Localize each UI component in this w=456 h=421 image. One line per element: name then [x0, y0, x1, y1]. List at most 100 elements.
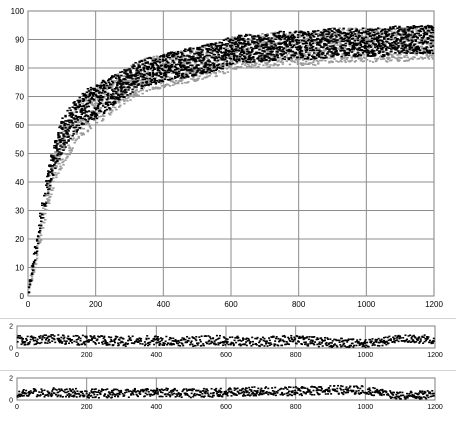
point-black	[282, 41, 285, 44]
point-grey	[292, 56, 296, 59]
point-black	[385, 47, 388, 50]
point-black	[215, 48, 218, 50]
point-grey	[59, 165, 62, 168]
point-black	[379, 51, 382, 53]
point-black	[205, 70, 208, 73]
point-grey	[62, 130, 65, 133]
point-grey	[160, 77, 164, 79]
point-black	[126, 69, 129, 71]
point-black	[403, 41, 406, 43]
point-black	[377, 42, 381, 45]
point-black	[63, 141, 66, 144]
point-grey	[330, 56, 333, 59]
point-black	[403, 43, 406, 46]
point-grey	[226, 71, 230, 73]
point-black	[140, 60, 143, 63]
point-grey	[75, 133, 78, 135]
point-grey	[142, 87, 145, 89]
point-black	[228, 41, 232, 43]
point-black	[417, 47, 420, 49]
point-black	[221, 43, 225, 46]
point-grey	[118, 99, 121, 102]
point-grey	[129, 99, 132, 101]
point-grey	[410, 38, 413, 40]
point-grey	[304, 39, 308, 42]
point-grey	[286, 46, 290, 49]
point-grey	[408, 58, 411, 60]
point-black	[372, 43, 376, 45]
point-black	[249, 56, 252, 59]
point-black	[93, 114, 97, 116]
point-grey	[274, 63, 277, 66]
point-black	[144, 84, 147, 86]
point-black	[397, 50, 400, 52]
point-grey	[147, 81, 150, 83]
point-grey	[97, 112, 101, 114]
point-grey	[370, 33, 374, 35]
point-black	[78, 99, 81, 102]
point-black	[66, 133, 69, 135]
point-grey	[29, 274, 33, 277]
point-black	[257, 42, 260, 45]
point-black	[119, 86, 122, 88]
point-black	[337, 28, 340, 31]
point-grey	[291, 53, 295, 56]
point-grey	[124, 75, 127, 77]
point	[51, 337, 54, 339]
point-black	[126, 83, 129, 85]
point-black	[272, 46, 275, 49]
point-black	[284, 41, 288, 44]
point-black	[69, 137, 72, 140]
y-tick-label: 50	[15, 150, 24, 159]
point-grey	[233, 36, 237, 39]
point-black	[207, 59, 210, 61]
point-black	[331, 35, 334, 38]
point-black	[106, 79, 110, 82]
point-grey	[411, 58, 414, 61]
point-black	[162, 74, 166, 77]
point-black	[327, 33, 330, 36]
point-black	[392, 34, 395, 37]
point-black	[204, 65, 207, 68]
point-black	[91, 112, 95, 115]
point-black	[295, 48, 299, 50]
point-black	[38, 227, 42, 230]
point-grey	[342, 53, 345, 56]
point-black	[143, 70, 146, 73]
point-grey	[191, 49, 194, 52]
point-black	[163, 59, 167, 62]
point-grey	[70, 150, 73, 152]
point-black	[411, 31, 414, 34]
point-black	[190, 68, 193, 70]
point-grey	[407, 51, 410, 54]
point-grey	[171, 66, 175, 69]
point-grey	[335, 33, 338, 35]
point-black	[404, 36, 407, 39]
point-black	[325, 30, 328, 32]
point-black	[317, 29, 320, 32]
point-black	[317, 35, 320, 37]
point-black	[166, 61, 170, 64]
point-black	[97, 95, 101, 98]
point-black	[129, 72, 132, 74]
point-black	[387, 38, 390, 40]
point	[68, 342, 71, 345]
point-black	[153, 79, 157, 81]
point-grey	[150, 58, 154, 61]
point-black	[262, 59, 265, 62]
point-black	[84, 96, 88, 98]
point-grey	[368, 60, 372, 62]
point-black	[88, 93, 92, 96]
point-black	[150, 62, 154, 65]
point-black	[360, 49, 364, 51]
point-black	[242, 42, 246, 44]
point-grey	[155, 75, 159, 77]
point-black	[385, 49, 388, 51]
point-black	[241, 50, 245, 52]
point-grey	[51, 166, 54, 169]
point-grey	[123, 100, 126, 102]
point-black	[401, 37, 404, 40]
point-black	[176, 73, 179, 76]
point-black	[334, 34, 337, 37]
point-black	[167, 71, 171, 74]
